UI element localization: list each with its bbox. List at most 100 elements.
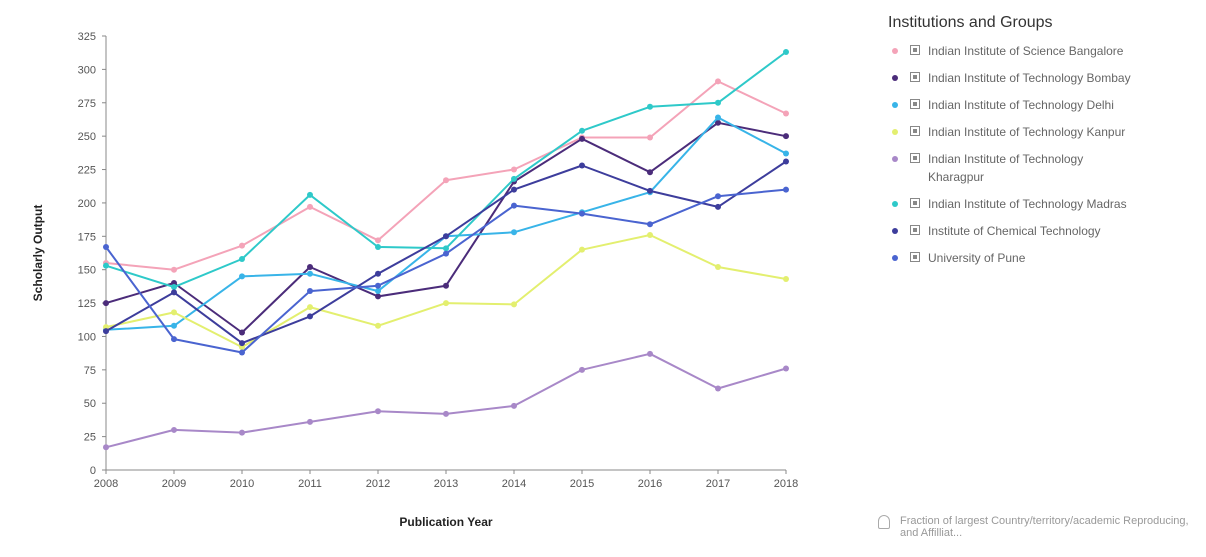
footnote: Fraction of largest Country/territory/ac…: [878, 515, 1206, 539]
legend-item[interactable]: University of Pune: [888, 249, 1198, 267]
data-point: [579, 135, 585, 142]
y-tick-label: 150: [78, 265, 96, 277]
data-point: [579, 210, 585, 217]
legend-dot: [892, 102, 898, 108]
data-point: [375, 288, 381, 295]
data-point: [307, 304, 313, 311]
data-point: [239, 349, 245, 356]
data-point: [579, 162, 585, 169]
data-point: [239, 242, 245, 249]
legend: Institutions and Groups Indian Institute…: [888, 14, 1198, 276]
institution-icon: [910, 72, 920, 82]
y-tick-label: 75: [84, 365, 96, 377]
x-tick-label: 2010: [230, 478, 254, 490]
legend-label: Indian Institute of Technology Kharagpur: [928, 152, 1084, 184]
data-point: [239, 340, 245, 347]
institution-icon: [910, 45, 920, 55]
institution-icon: [910, 126, 920, 136]
legend-item[interactable]: Indian Institute of Technology Madras: [888, 195, 1198, 213]
data-point: [239, 256, 245, 263]
y-tick-label: 175: [78, 231, 96, 243]
y-tick-label: 0: [90, 465, 96, 477]
legend-item[interactable]: Institute of Chemical Technology: [888, 222, 1198, 240]
legend-item[interactable]: Indian Institute of Technology Kanpur: [888, 123, 1198, 141]
data-point: [647, 169, 653, 176]
legend-dot: [892, 129, 898, 135]
series-line: [105, 116, 787, 331]
data-point: [511, 301, 517, 308]
data-point: [579, 366, 585, 373]
data-point: [239, 429, 245, 436]
legend-label: Indian Institute of Technology Kanpur: [928, 125, 1126, 139]
data-point: [783, 186, 789, 193]
data-point: [511, 402, 517, 409]
chart-axes: 0 25 50 75 100 125 150 175 200 225 250 275 300 325 200…: [78, 31, 799, 490]
data-point: [375, 243, 381, 250]
data-point: [375, 270, 381, 277]
data-point: [171, 309, 177, 316]
data-point: [647, 134, 653, 141]
data-point: [103, 243, 109, 250]
data-point: [443, 245, 449, 252]
info-icon: [878, 515, 890, 529]
data-point: [443, 177, 449, 184]
data-point: [171, 426, 177, 433]
series-line: [105, 352, 787, 449]
data-point: [783, 365, 789, 372]
x-tick-label: 2013: [434, 478, 458, 490]
institution-icon: [910, 252, 920, 262]
legend-item[interactable]: Indian Institute of Technology Kharagpur: [888, 150, 1198, 186]
data-point: [307, 288, 313, 295]
data-point: [171, 289, 177, 296]
line-chart: 0 25 50 75 100 125 150 175 200 225 250 275 300 325 200…: [31, 31, 799, 529]
legend-item[interactable]: Indian Institute of Science Bangalore: [888, 42, 1198, 60]
y-tick-label: 325: [78, 31, 96, 43]
y-tick-label: 25: [84, 432, 96, 444]
data-point: [307, 270, 313, 277]
x-tick-label: 2016: [638, 478, 662, 490]
x-tick-label: 2008: [94, 478, 118, 490]
legend-item[interactable]: Indian Institute of Technology Delhi: [888, 96, 1198, 114]
data-point: [443, 250, 449, 257]
legend-label: Indian Institute of Technology Bombay: [928, 71, 1131, 85]
y-tick-label: 225: [78, 165, 96, 177]
data-point: [307, 313, 313, 320]
data-point: [103, 262, 109, 269]
y-tick-label: 125: [78, 298, 96, 310]
y-tick-label: 300: [78, 64, 96, 76]
data-point: [443, 410, 449, 417]
data-point: [647, 231, 653, 238]
legend-item[interactable]: Indian Institute of Technology Bombay: [888, 69, 1198, 87]
legend-dot: [892, 255, 898, 261]
data-point: [307, 418, 313, 425]
data-point: [511, 186, 517, 193]
data-point: [715, 99, 721, 106]
legend-label: Indian Institute of Science Bangalore: [928, 44, 1124, 58]
data-point: [307, 203, 313, 210]
data-point: [443, 300, 449, 307]
data-point: [375, 293, 381, 300]
data-point: [239, 273, 245, 280]
institution-icon: [910, 99, 920, 109]
legend-label: Indian Institute of Technology Delhi: [928, 98, 1114, 112]
data-point: [103, 300, 109, 307]
data-point: [783, 150, 789, 157]
legend-label: Indian Institute of Technology Madras: [928, 197, 1127, 211]
y-axis-title: Scholarly Output: [31, 205, 45, 302]
data-point: [307, 264, 313, 271]
legend-dot: [892, 228, 898, 234]
data-point: [103, 328, 109, 335]
legend-dot: [892, 75, 898, 81]
y-tick-label: 200: [78, 198, 96, 210]
data-point: [171, 284, 177, 291]
data-point: [239, 329, 245, 336]
x-tick-label: 2012: [366, 478, 390, 490]
data-point: [511, 166, 517, 173]
data-point: [375, 408, 381, 415]
y-tick-label: 250: [78, 131, 96, 143]
legend-dot: [892, 48, 898, 54]
series-line: [105, 188, 787, 354]
legend-label: University of Pune: [928, 251, 1026, 265]
x-tick-label: 2018: [774, 478, 798, 490]
data-point: [715, 119, 721, 126]
